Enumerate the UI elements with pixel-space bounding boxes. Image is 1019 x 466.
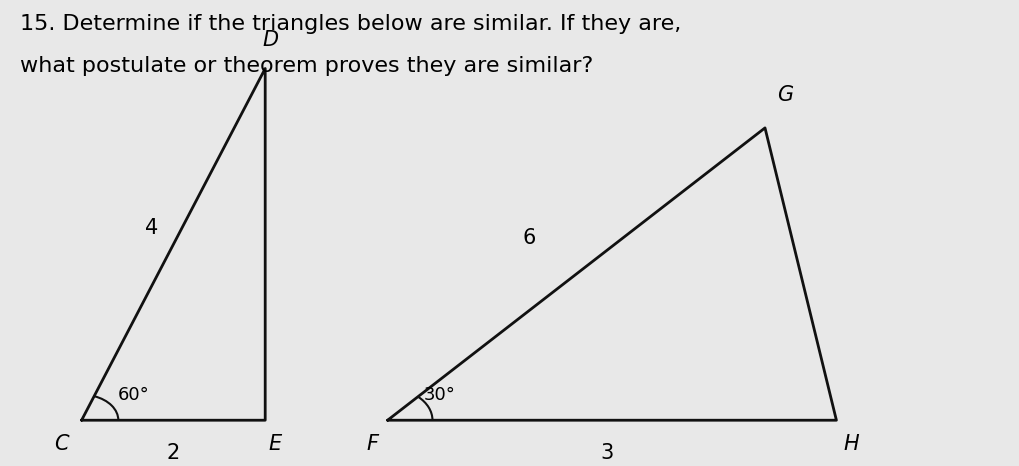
Text: 60°: 60° [117, 386, 149, 404]
Text: H: H [843, 434, 859, 454]
Text: C: C [54, 434, 68, 454]
Text: 6: 6 [522, 227, 535, 247]
Text: 4: 4 [145, 219, 158, 239]
Text: G: G [776, 85, 793, 105]
Text: D: D [262, 30, 278, 50]
Text: 2: 2 [167, 443, 179, 463]
Text: 15. Determine if the triangles below are similar. If they are,: 15. Determine if the triangles below are… [20, 14, 681, 34]
Text: E: E [269, 434, 281, 454]
Text: 3: 3 [600, 443, 612, 463]
Text: what postulate or theorem proves they are similar?: what postulate or theorem proves they ar… [20, 56, 593, 76]
Text: 30°: 30° [423, 386, 454, 404]
Text: F: F [366, 434, 378, 454]
